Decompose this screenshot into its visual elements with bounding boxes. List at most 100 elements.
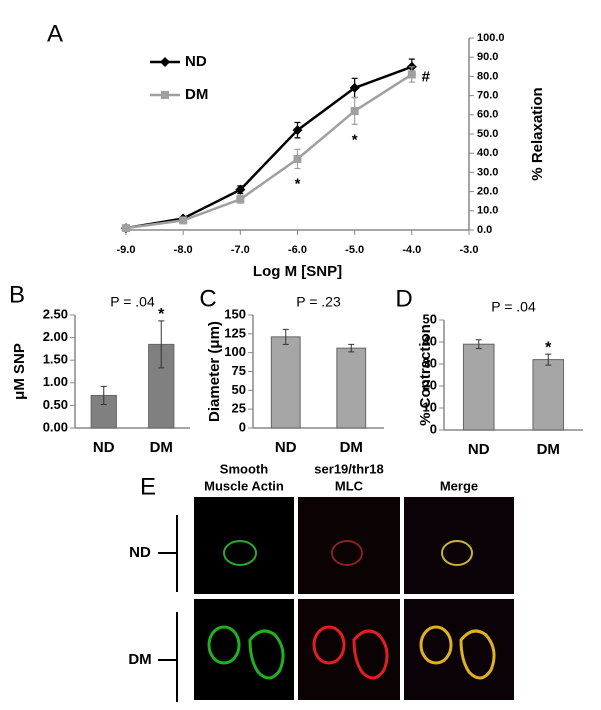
y-tick-label: 20.0	[477, 186, 498, 198]
y-tick-label: 2.50	[43, 306, 68, 321]
y-tick-label: 50.0	[477, 128, 498, 140]
bar	[532, 359, 565, 431]
vessel	[459, 629, 496, 680]
legend-label: DM	[185, 86, 208, 103]
y-tick-label: 30.0	[477, 166, 498, 178]
x-tick-label: ND	[275, 439, 297, 456]
x-tick-label: -9.0	[117, 244, 136, 256]
error-bar	[348, 343, 355, 353]
annotation: *	[545, 339, 552, 356]
error-bar	[545, 353, 552, 366]
image	[194, 497, 294, 594]
y-tick-label: 75	[232, 363, 246, 378]
vessel	[419, 625, 453, 665]
y-tick-label: 100	[224, 344, 246, 359]
column-header: Muscle Actin	[204, 478, 284, 493]
y-tick-label: 40.0	[477, 147, 498, 159]
chart-title: P = .04	[491, 299, 536, 315]
y-tick-label: 90.0	[477, 51, 498, 63]
y-tick-label: 30	[423, 355, 437, 370]
y-tick-label: 1.50	[43, 352, 68, 367]
y-tick-label: 1.00	[43, 374, 68, 389]
y-tick-label: 2.00	[43, 329, 68, 344]
y-tick-label: 0	[239, 419, 246, 434]
panel-label: A	[47, 20, 63, 47]
error-bar	[282, 328, 289, 345]
bar	[336, 347, 367, 429]
legend-marker	[161, 91, 169, 99]
chart-title: P = .04	[110, 294, 155, 310]
marker	[349, 82, 360, 93]
panel-label: C	[199, 285, 216, 312]
image	[298, 497, 400, 594]
x-tick-label: ND	[468, 441, 490, 458]
y-tick-label: 0.00	[43, 419, 68, 434]
marker	[179, 216, 188, 225]
bar	[462, 343, 495, 431]
x-tick-label: -3.0	[460, 244, 479, 256]
micrographs	[158, 497, 514, 702]
y-tick-label: 50	[232, 382, 246, 397]
legend-marker	[160, 57, 170, 67]
x-tick-label: -5.0	[345, 244, 364, 256]
vessel	[352, 629, 389, 680]
vessel	[312, 625, 346, 665]
y-tick-label: 10.0	[477, 205, 498, 217]
y-tick-label: 0	[430, 421, 437, 436]
legend-label: ND	[185, 53, 207, 70]
row-label: ND	[129, 544, 151, 561]
x-tick-label: DM	[537, 441, 560, 458]
marker	[122, 224, 130, 233]
vessel	[223, 540, 257, 566]
marker	[350, 106, 359, 115]
vessel	[441, 540, 473, 566]
y-tick-label: 0.0	[477, 224, 492, 236]
x-tick-label: -4.0	[402, 244, 421, 256]
column-header: Merge	[440, 478, 478, 493]
y-tick-label: 80.0	[477, 70, 498, 82]
y-axis-label: Diameter (μm)	[206, 321, 223, 422]
marker	[235, 184, 246, 195]
y-tick-label: 0.50	[43, 397, 68, 412]
y-tick-label: 20	[423, 377, 437, 392]
column-header: Smooth	[220, 461, 268, 476]
series-line	[125, 65, 413, 230]
y-tick-label: 70.0	[477, 90, 498, 102]
annotation: #	[422, 68, 431, 85]
panel-label: E	[140, 473, 156, 500]
y-tick-label: 100.0	[477, 32, 505, 44]
bar	[270, 336, 301, 429]
column-header: MLC	[335, 478, 364, 493]
x-tick-label: -8.0	[174, 244, 193, 256]
x-tick-label: -6.0	[288, 244, 307, 256]
error-bar	[475, 339, 482, 350]
chart-title: P = .23	[296, 294, 341, 310]
y-tick-label: 40	[423, 333, 437, 348]
vessel	[331, 540, 363, 566]
y-tick-label: 60.0	[477, 109, 498, 121]
vessel	[207, 625, 241, 665]
y-axis-label: % Relaxation	[529, 87, 546, 180]
marker	[292, 125, 303, 136]
y-tick-label: 125	[224, 325, 246, 340]
y-axis-label: μM SNP	[11, 343, 28, 400]
x-tick-label: DM	[150, 439, 173, 456]
error-bar	[100, 385, 107, 405]
panel-label: B	[9, 281, 25, 308]
marker	[293, 154, 302, 163]
y-axis-label: % Contraction	[417, 324, 434, 426]
x-tick-label: DM	[340, 439, 363, 456]
marker	[407, 70, 416, 79]
y-tick-label: 50	[423, 311, 437, 326]
y-tick-label: 150	[224, 306, 246, 321]
x-axis-label: Log M [SNP]	[253, 263, 342, 280]
x-tick-label: -7.0	[231, 244, 250, 256]
image	[404, 497, 514, 594]
error-bar	[158, 320, 165, 369]
annotation: *	[295, 176, 301, 193]
y-tick-label: 25	[232, 401, 246, 416]
annotation: *	[158, 306, 165, 323]
row-label: DM	[128, 651, 151, 668]
marker	[236, 195, 245, 204]
